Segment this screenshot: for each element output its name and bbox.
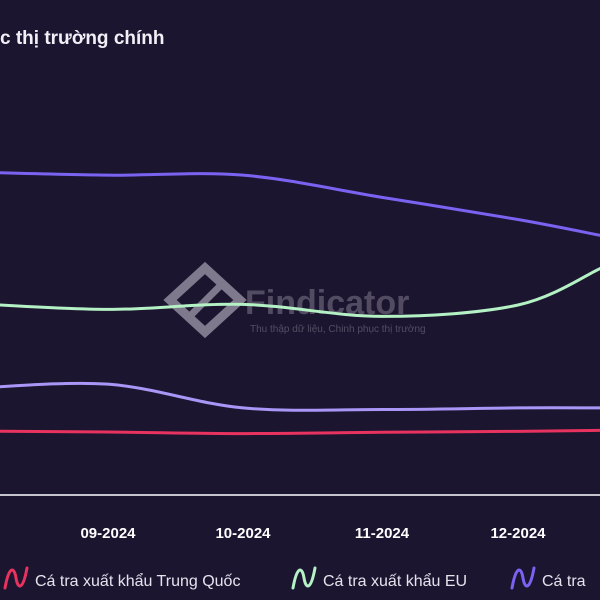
legend-line-icon xyxy=(510,566,536,590)
x-tick-label: 12-2024 xyxy=(490,525,546,542)
legend-label: Cá tra xuất khẩu Trung Quốc xyxy=(35,572,240,590)
x-tick-label: 11-2024 xyxy=(355,525,410,542)
findicator-watermark: Findicator Thu thập dữ liệu, Chinh phục … xyxy=(163,261,426,339)
x-tick-label: 10-2024 xyxy=(215,525,271,542)
x-tick-label: 09-2024 xyxy=(80,525,136,542)
chart-title: c thị trường chính xyxy=(0,28,165,49)
legend-label: Cá tra xyxy=(542,573,586,590)
series-line-3 xyxy=(0,171,600,237)
legend-item-1[interactable]: Cá tra xuất khẩu Trung Quốc xyxy=(3,566,240,590)
legend-item-3[interactable]: Cá tra xyxy=(510,566,586,590)
legend-line-icon xyxy=(3,566,29,590)
legend-line-icon xyxy=(291,566,317,590)
legend: Cá tra xuất khẩu Trung Quốc Cá tra xuất k… xyxy=(3,566,586,590)
findicator-logo-icon xyxy=(163,261,247,339)
series-line-1 xyxy=(0,428,600,436)
watermark-tagline: Thu thập dữ liệu, Chinh phục thị trường xyxy=(250,324,426,335)
series-line-2 xyxy=(0,267,600,318)
series-line-4 xyxy=(0,381,600,412)
x-tick-label: 4 xyxy=(0,525,1,542)
legend-label: Cá tra xuất khẩu EU xyxy=(323,572,467,590)
legend-item-2[interactable]: Cá tra xuất khẩu EU xyxy=(291,566,467,590)
series-layer xyxy=(0,171,600,436)
x-axis-ticks: 4 09-2024 10-2024 11-2024 12-2024 xyxy=(0,525,546,542)
